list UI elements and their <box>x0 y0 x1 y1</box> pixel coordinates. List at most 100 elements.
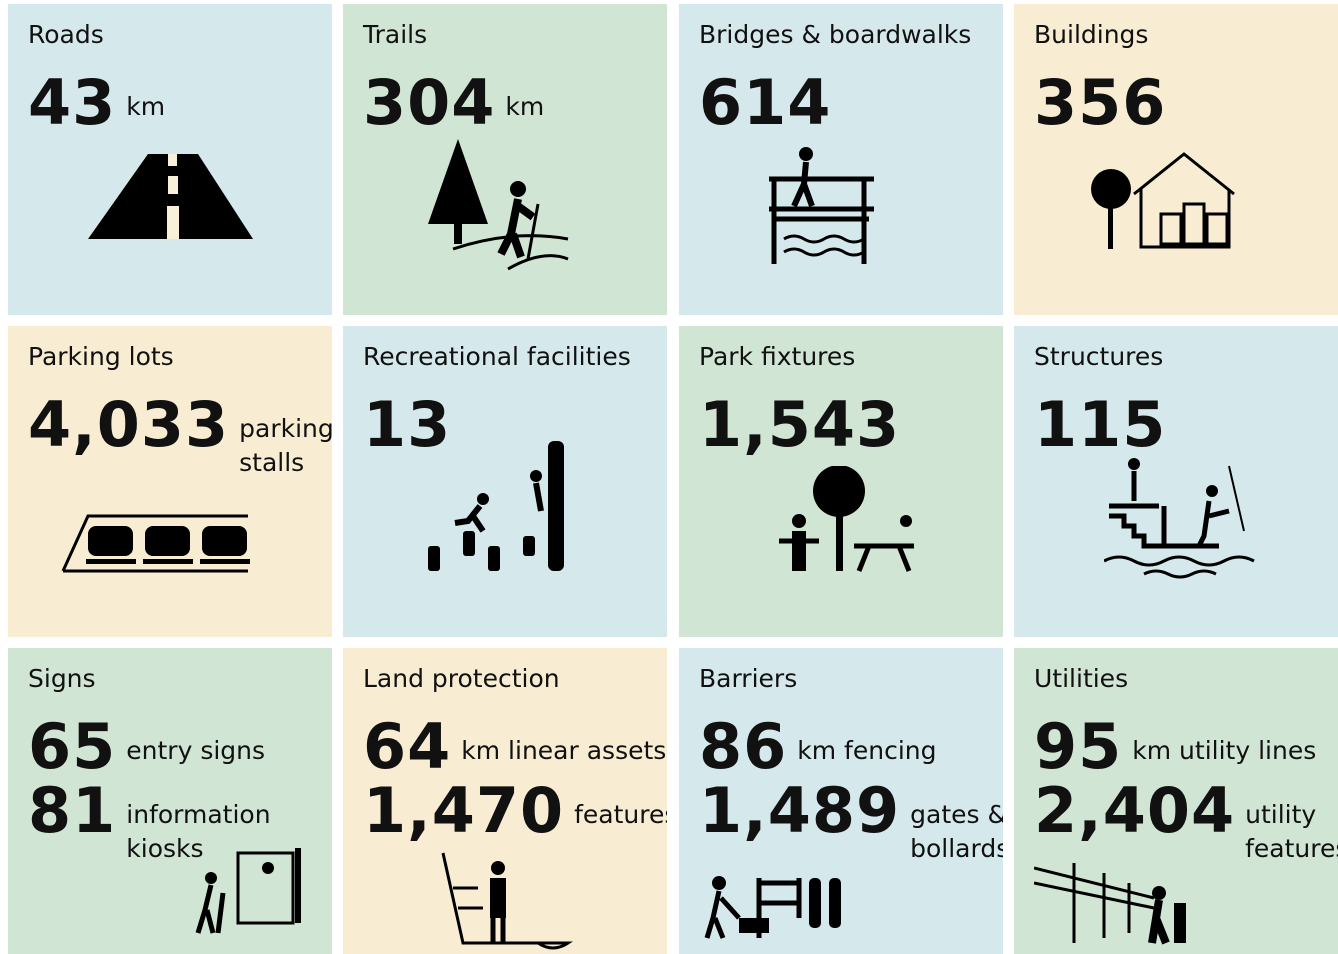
stat: 65 entry signs <box>28 716 332 778</box>
tile-icon <box>774 466 924 576</box>
icon-shape <box>510 181 526 197</box>
stat-value: 1,543 <box>699 394 900 456</box>
tile-icon <box>438 848 578 953</box>
icon-shape <box>799 147 813 161</box>
stat-value: 1,489 <box>699 780 900 842</box>
icon-shape <box>490 878 506 918</box>
icon-shape <box>477 493 489 505</box>
tile-icon <box>193 848 313 938</box>
tile-label: Trails <box>363 20 667 50</box>
stat-value: 614 <box>699 72 831 134</box>
icon-shape <box>792 514 806 528</box>
icon-shape <box>501 199 533 257</box>
icon-shape <box>1184 204 1204 244</box>
icon-shape <box>463 531 475 556</box>
tile-label: Parking lots <box>28 342 332 372</box>
icon-shape <box>168 176 178 194</box>
icon-shape <box>200 559 250 564</box>
icon-shape <box>202 526 247 556</box>
tile-label: Roads <box>28 20 332 50</box>
icon-shape <box>1108 189 1113 249</box>
stat-value: 2,404 <box>1034 780 1235 842</box>
tile-label: Utilities <box>1034 664 1338 694</box>
stat-value: 95 <box>1034 716 1122 778</box>
stat: 43 km <box>28 72 332 134</box>
icon-shape <box>454 219 462 244</box>
icon-shape <box>1109 471 1229 546</box>
icon-shape <box>1152 900 1166 943</box>
icon-shape <box>836 506 843 571</box>
icon-shape <box>455 483 541 531</box>
icon-shape <box>1152 886 1166 900</box>
stat: 614 <box>699 72 1003 134</box>
icon-shape <box>428 546 440 571</box>
tile-label: Signs <box>28 664 332 694</box>
stat-unit: km utility lines <box>1132 734 1316 768</box>
tile-icon <box>423 441 573 576</box>
tile-label: Buildings <box>1034 20 1338 50</box>
tile-icon <box>58 511 258 576</box>
icon-shape <box>809 878 821 928</box>
stat-value: 43 <box>28 72 116 134</box>
stat: 95 km utility lines <box>1034 716 1338 778</box>
icon-shape <box>488 546 500 571</box>
tile: Structures 115 <box>1014 326 1338 637</box>
stat-unit: km <box>126 90 165 124</box>
stat: 115 <box>1034 394 1338 456</box>
icon-shape <box>707 891 739 938</box>
tile: Land protection64km linear assets1,470fe… <box>343 648 667 954</box>
icon-shape <box>900 515 912 527</box>
icon-shape <box>143 559 193 564</box>
icon-shape <box>712 876 726 890</box>
icon-shape <box>1229 466 1244 531</box>
icon-shape <box>1128 458 1140 470</box>
stat-value: 81 <box>28 780 116 842</box>
tile-icon <box>1104 456 1264 586</box>
stat-value: 1,470 <box>363 780 564 842</box>
icon-shape <box>829 878 841 928</box>
icon-shape <box>548 441 564 571</box>
tile-label: Park fixtures <box>699 342 1003 372</box>
tile-label: Barriers <box>699 664 1003 694</box>
tile-icon <box>88 154 258 244</box>
stat-unit: km <box>505 90 544 124</box>
icon-shape <box>168 154 177 166</box>
tile: Roads 43 km <box>8 4 332 315</box>
tile: Trails 304 km <box>343 4 667 315</box>
icon-shape <box>523 536 535 556</box>
stat-unit: gates & bollards <box>910 798 1003 866</box>
icon-shape <box>205 872 217 884</box>
icon-shape <box>167 206 179 239</box>
tile-label: Structures <box>1034 342 1338 372</box>
stat-value: 356 <box>1034 72 1166 134</box>
stat: 2,404utility features <box>1034 780 1338 866</box>
icon-shape <box>794 162 812 206</box>
stat: 1,470features <box>363 780 667 842</box>
icon-shape <box>491 861 505 875</box>
icon-shape <box>1104 557 1254 577</box>
stat-value: 304 <box>363 72 495 134</box>
icon-shape <box>145 526 190 556</box>
stat-unit: km linear assets <box>461 734 666 768</box>
icon-shape <box>1206 485 1218 497</box>
tile-icon <box>423 139 573 274</box>
tile: Park fixtures 1,543 <box>679 326 1003 637</box>
stat: 1,543 <box>699 394 1003 456</box>
tile-label: Land protection <box>363 664 667 694</box>
stat-value: 65 <box>28 716 116 778</box>
infographic: Roads 43 km Trails 304 km Bridges & boardwalks… <box>0 0 1338 954</box>
stat-unit: entry signs <box>126 734 265 768</box>
icon-shape <box>784 236 864 255</box>
icon-shape <box>792 531 806 571</box>
icon-shape <box>86 526 250 564</box>
icon-shape <box>530 470 542 482</box>
icon-shape <box>493 916 503 943</box>
icon-shape <box>198 885 223 933</box>
